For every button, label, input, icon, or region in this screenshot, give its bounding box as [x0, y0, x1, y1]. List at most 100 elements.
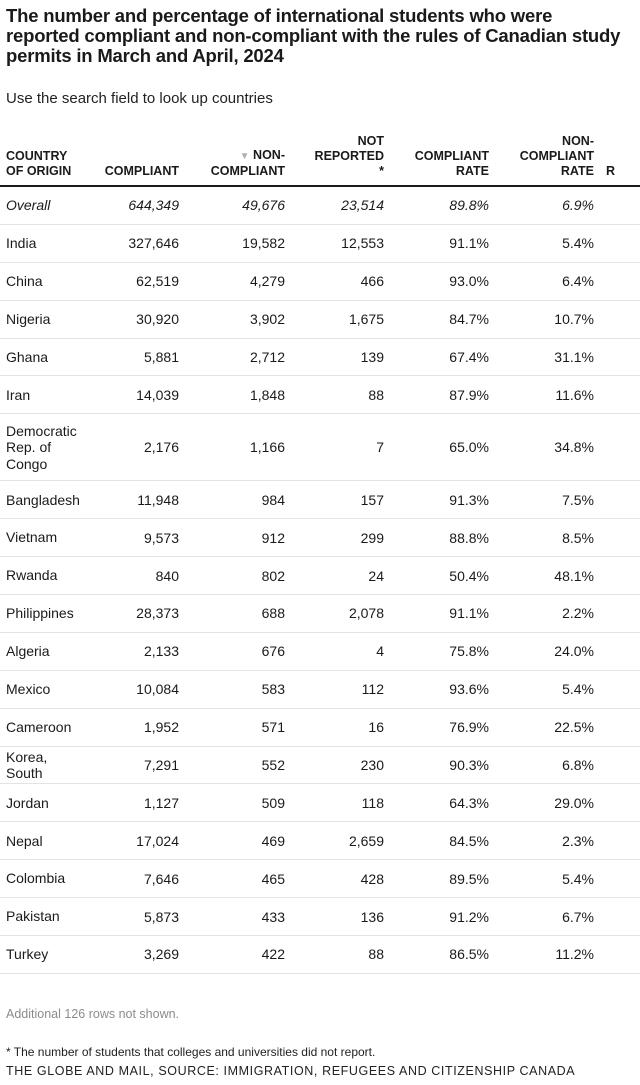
cell-non-compliant: 552 [185, 746, 291, 785]
table-row: China 62,519 4,279 466 93.0% 6.4% [0, 262, 640, 301]
cell-truncated [600, 859, 640, 899]
cell-non-compliant: 1,848 [185, 375, 291, 415]
cell-compliant-rate: 84.7% [390, 300, 495, 339]
cell-truncated [600, 375, 640, 415]
cell-not-reported: 4 [291, 632, 390, 671]
cell-not-reported: 2,078 [291, 594, 390, 633]
cell-not-reported: 7 [291, 413, 390, 482]
table-row: Rwanda 840 802 24 50.4% 48.1% [0, 556, 640, 596]
cell-country: Vietnam [0, 518, 82, 558]
cell-country: Bangladesh [0, 480, 82, 520]
cell-compliant-rate: 84.5% [390, 821, 495, 861]
cell-truncated [600, 224, 640, 263]
cell-country: Algeria [0, 632, 82, 671]
cell-truncated [600, 783, 640, 823]
cell-non-compliant: 2,712 [185, 338, 291, 377]
source-credit: THE GLOBE AND MAIL, SOURCE: IMMIGRATION,… [6, 1064, 576, 1078]
cell-compliant-rate: 91.3% [390, 480, 495, 520]
cell-compliant: 2,133 [82, 632, 185, 671]
cell-non-compliant-rate: 8.5% [495, 518, 600, 558]
table-row: Pakistan 5,873 433 136 91.2% 6.7% [0, 897, 640, 937]
cell-non-compliant-rate: 34.8% [495, 413, 600, 482]
table-row: Vietnam 9,573 912 299 88.8% 8.5% [0, 518, 640, 558]
cell-non-compliant: 465 [185, 859, 291, 899]
cell-non-compliant-rate: 6.8% [495, 746, 600, 785]
cell-non-compliant: 676 [185, 632, 291, 671]
column-header-not-reported[interactable]: NOT REPORTED * [291, 134, 390, 187]
table-row: Algeria 2,133 676 4 75.8% 24.0% [0, 632, 640, 671]
cell-country: Nepal [0, 821, 82, 861]
cell-country: Nigeria [0, 300, 82, 339]
cell-country: Cameroon [0, 708, 82, 747]
table-row: Korea, South 7,291 552 230 90.3% 6.8% [0, 746, 640, 785]
cell-not-reported: 88 [291, 375, 390, 415]
cell-truncated [600, 262, 640, 301]
column-header-non-compliant-rate[interactable]: NON- COMPLIANT RATE [495, 134, 600, 187]
cell-not-reported: 1,675 [291, 300, 390, 339]
cell-country: India [0, 224, 82, 263]
cell-not-reported: 112 [291, 670, 390, 709]
cell-compliant-rate: 88.8% [390, 518, 495, 558]
cell-not-reported: 16 [291, 708, 390, 747]
table-row: Jordan 1,127 509 118 64.3% 29.0% [0, 783, 640, 823]
cell-non-compliant-rate: 5.4% [495, 859, 600, 899]
cell-not-reported: 118 [291, 783, 390, 823]
data-table: COUNTRY OF ORIGIN COMPLIANT ▼ NON- COMPL… [0, 134, 640, 974]
column-header-non-compliant[interactable]: ▼ NON- COMPLIANT [185, 134, 291, 187]
cell-country: Turkey [0, 935, 82, 974]
cell-non-compliant-rate: 29.0% [495, 783, 600, 823]
column-header-compliant-rate[interactable]: COMPLIANT RATE [390, 134, 495, 187]
cell-non-compliant-rate: 6.4% [495, 262, 600, 301]
cell-truncated [600, 821, 640, 861]
cell-non-compliant: 433 [185, 897, 291, 937]
cell-not-reported: 428 [291, 859, 390, 899]
cell-non-compliant-rate: 10.7% [495, 300, 600, 339]
cell-truncated [600, 746, 640, 785]
cell-non-compliant-rate: 31.1% [495, 338, 600, 377]
cell-compliant: 1,952 [82, 708, 185, 747]
cell-country: Korea, South [0, 746, 82, 785]
cell-compliant-rate: 67.4% [390, 338, 495, 377]
column-header-non-compliant-label: NON- COMPLIANT [210, 148, 285, 178]
cell-non-compliant: 688 [185, 594, 291, 633]
cell-truncated [600, 556, 640, 596]
table-row: India 327,646 19,582 12,553 91.1% 5.4% [0, 224, 640, 263]
column-header-country[interactable]: COUNTRY OF ORIGIN [0, 134, 82, 187]
cell-compliant-rate: 91.1% [390, 594, 495, 633]
cell-compliant: 840 [82, 556, 185, 596]
cell-compliant-rate: 91.1% [390, 224, 495, 263]
cell-truncated [600, 897, 640, 937]
cell-compliant: 7,646 [82, 859, 185, 899]
cell-non-compliant-rate: 6.9% [495, 186, 600, 225]
cell-country: Overall [0, 186, 82, 225]
cell-country: Philippines [0, 594, 82, 633]
cell-non-compliant-rate: 48.1% [495, 556, 600, 596]
cell-truncated [600, 935, 640, 974]
cell-not-reported: 2,659 [291, 821, 390, 861]
cell-compliant-rate: 90.3% [390, 746, 495, 785]
cell-non-compliant: 469 [185, 821, 291, 861]
column-header-compliant[interactable]: COMPLIANT [82, 134, 185, 187]
table-row: Turkey 3,269 422 88 86.5% 11.2% [0, 935, 640, 974]
table-header-row: COUNTRY OF ORIGIN COMPLIANT ▼ NON- COMPL… [0, 134, 640, 187]
table-row: Democratic Rep. of Congo 2,176 1,166 7 65.0%… [0, 413, 640, 482]
cell-non-compliant-rate: 5.4% [495, 224, 600, 263]
cell-not-reported: 299 [291, 518, 390, 558]
table-row: Nepal 17,024 469 2,659 84.5% 2.3% [0, 821, 640, 861]
cell-country: Democratic Rep. of Congo [0, 413, 82, 482]
cell-compliant: 1,127 [82, 783, 185, 823]
cell-not-reported: 136 [291, 897, 390, 937]
cell-compliant: 14,039 [82, 375, 185, 415]
cell-truncated [600, 518, 640, 558]
cell-non-compliant: 422 [185, 935, 291, 974]
cell-compliant: 5,881 [82, 338, 185, 377]
search-hint: Use the search field to look up countrie… [6, 90, 273, 107]
cell-not-reported: 466 [291, 262, 390, 301]
cell-non-compliant-rate: 22.5% [495, 708, 600, 747]
cell-country: Pakistan [0, 897, 82, 937]
column-header-truncated[interactable]: R [600, 134, 640, 187]
cell-not-reported: 157 [291, 480, 390, 520]
cell-truncated [600, 480, 640, 520]
cell-compliant-rate: 76.9% [390, 708, 495, 747]
chart-title: The number and percentage of internation… [6, 5, 621, 66]
